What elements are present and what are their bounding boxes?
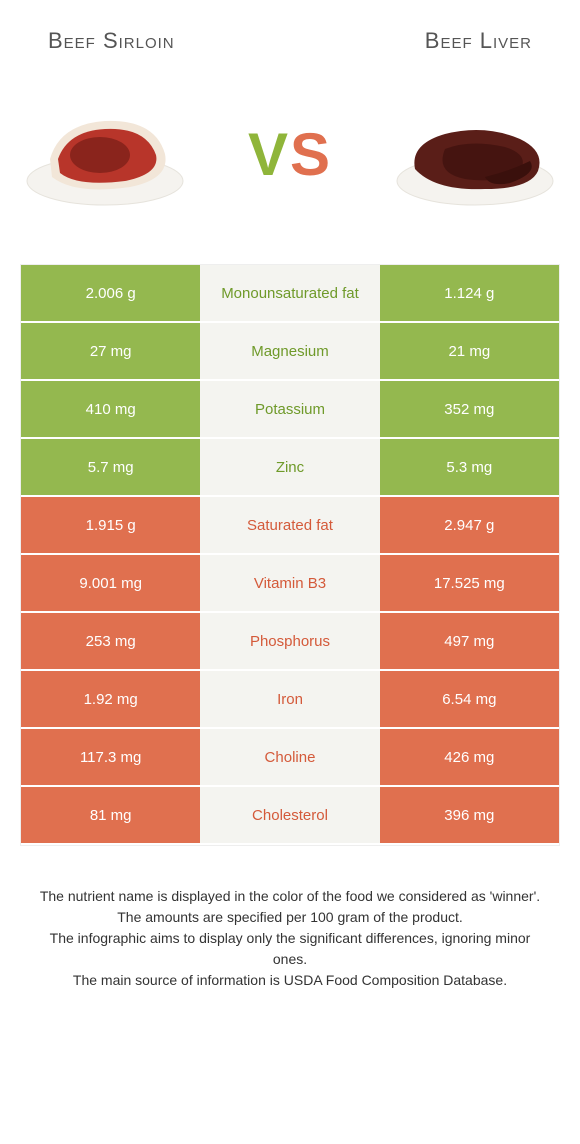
left-value: 81 mg bbox=[21, 787, 200, 845]
nutrient-name: Magnesium bbox=[200, 323, 379, 381]
nutrient-name: Cholesterol bbox=[200, 787, 379, 845]
right-value: 17.525 mg bbox=[380, 555, 559, 613]
nutrient-name: Monounsaturated fat bbox=[200, 265, 379, 323]
nutrient-name: Choline bbox=[200, 729, 379, 787]
right-value: 497 mg bbox=[380, 613, 559, 671]
vs-v: V bbox=[248, 121, 290, 188]
right-value: 1.124 g bbox=[380, 265, 559, 323]
table-row: 1.915 gSaturated fat2.947 g bbox=[21, 497, 559, 555]
left-value: 27 mg bbox=[21, 323, 200, 381]
table-row: 410 mgPotassium352 mg bbox=[21, 381, 559, 439]
table-row: 81 mgCholesterol396 mg bbox=[21, 787, 559, 845]
nutrient-name: Zinc bbox=[200, 439, 379, 497]
footer-line-1: The nutrient name is displayed in the co… bbox=[32, 886, 548, 907]
left-value: 2.006 g bbox=[21, 265, 200, 323]
liver-image bbox=[390, 94, 560, 214]
nutrient-name: Saturated fat bbox=[200, 497, 379, 555]
left-value: 5.7 mg bbox=[21, 439, 200, 497]
left-value: 1.915 g bbox=[21, 497, 200, 555]
nutrient-name: Phosphorus bbox=[200, 613, 379, 671]
right-value: 352 mg bbox=[380, 381, 559, 439]
vs-label: VS bbox=[248, 120, 332, 189]
nutrient-name: Vitamin B3 bbox=[200, 555, 379, 613]
table-row: 9.001 mgVitamin B317.525 mg bbox=[21, 555, 559, 613]
footer-line-4: The main source of information is USDA F… bbox=[32, 970, 548, 991]
table-row: 253 mgPhosphorus497 mg bbox=[21, 613, 559, 671]
hero-row: VS bbox=[0, 64, 580, 264]
right-value: 426 mg bbox=[380, 729, 559, 787]
right-value: 396 mg bbox=[380, 787, 559, 845]
left-value: 410 mg bbox=[21, 381, 200, 439]
table-row: 117.3 mgCholine426 mg bbox=[21, 729, 559, 787]
footer-line-2: The amounts are specified per 100 gram o… bbox=[32, 907, 548, 928]
nutrient-name: Iron bbox=[200, 671, 379, 729]
right-value: 5.3 mg bbox=[380, 439, 559, 497]
nutrition-table: 2.006 gMonounsaturated fat1.124 g27 mgMa… bbox=[20, 264, 560, 846]
table-row: 5.7 mgZinc5.3 mg bbox=[21, 439, 559, 497]
nutrient-name: Potassium bbox=[200, 381, 379, 439]
table-row: 1.92 mgIron6.54 mg bbox=[21, 671, 559, 729]
right-food-title: Beef Liver bbox=[425, 28, 532, 54]
footer-notes: The nutrient name is displayed in the co… bbox=[0, 846, 580, 1011]
left-value: 1.92 mg bbox=[21, 671, 200, 729]
left-food-title: Beef Sirloin bbox=[48, 28, 175, 54]
left-value: 117.3 mg bbox=[21, 729, 200, 787]
right-value: 6.54 mg bbox=[380, 671, 559, 729]
footer-line-3: The infographic aims to display only the… bbox=[32, 928, 548, 970]
left-value: 253 mg bbox=[21, 613, 200, 671]
left-value: 9.001 mg bbox=[21, 555, 200, 613]
header-row: Beef Sirloin Beef Liver bbox=[0, 0, 580, 64]
right-value: 2.947 g bbox=[380, 497, 559, 555]
vs-s: S bbox=[290, 121, 332, 188]
sirloin-image bbox=[20, 94, 190, 214]
table-row: 2.006 gMonounsaturated fat1.124 g bbox=[21, 265, 559, 323]
right-value: 21 mg bbox=[380, 323, 559, 381]
table-row: 27 mgMagnesium21 mg bbox=[21, 323, 559, 381]
